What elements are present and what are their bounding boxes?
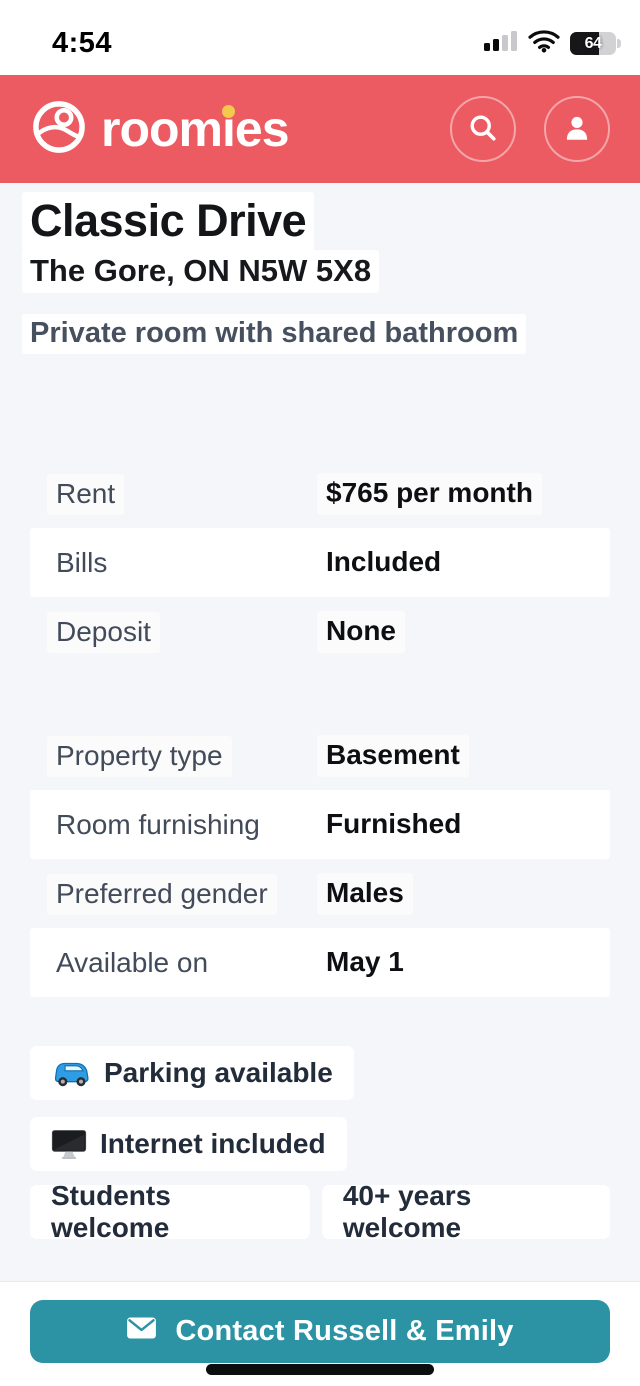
amenity-tag-age: 40+ years welcome xyxy=(321,1180,610,1243)
table-row: Bills Included xyxy=(30,528,610,597)
detail-value: Included xyxy=(317,541,451,584)
detail-value: None xyxy=(317,610,405,653)
detail-label: Room furnishing xyxy=(47,804,269,846)
detail-label: Bills xyxy=(47,542,117,584)
clock: 4:54 xyxy=(52,27,113,59)
listing-content: Classic Drive The Gore, ON N5W 5X8 Priva… xyxy=(0,192,640,1243)
app-header: roomies xyxy=(0,75,640,183)
envelope-icon xyxy=(126,1315,157,1348)
home-indicator[interactable] xyxy=(206,1364,434,1375)
roomies-logo-mark-icon xyxy=(30,98,88,161)
detail-value: $765 per month xyxy=(317,472,542,515)
amenity-label: Parking available xyxy=(104,1057,333,1088)
property-details-table: Property type Basement Room furnishing F… xyxy=(30,721,610,997)
roomies-logo[interactable]: roomies xyxy=(30,98,290,161)
cellular-signal-icon xyxy=(484,29,518,58)
status-icons: 64 xyxy=(484,29,621,58)
page-title: Classic Drive xyxy=(22,192,610,251)
monitor-icon xyxy=(51,1129,87,1160)
amenities-section: Parking available Internet included Stud… xyxy=(30,1046,610,1243)
detail-value: Furnished xyxy=(317,803,471,846)
table-row: Room furnishing Furnished xyxy=(30,790,610,859)
detail-value: May 1 xyxy=(317,941,413,984)
search-icon xyxy=(466,111,500,148)
search-button[interactable] xyxy=(450,96,516,162)
logo-dot xyxy=(222,105,235,118)
contact-button-label: Contact Russell & Emily xyxy=(175,1315,514,1347)
battery-icon: 64 xyxy=(570,32,621,55)
contact-button[interactable]: Contact Russell & Emily xyxy=(30,1300,610,1363)
detail-value: Basement xyxy=(317,734,469,777)
battery-nub xyxy=(617,39,621,48)
wifi-icon xyxy=(528,29,560,58)
detail-label: Property type xyxy=(47,735,232,777)
detail-label: Preferred gender xyxy=(47,873,277,915)
detail-label: Available on xyxy=(47,942,218,984)
detail-label: Deposit xyxy=(47,611,160,653)
roomies-wordmark: roomies xyxy=(101,101,290,157)
battery-percent: 64 xyxy=(584,34,602,52)
person-icon xyxy=(561,112,593,147)
amenity-label: Internet included xyxy=(100,1128,326,1159)
table-row: Available on May 1 xyxy=(30,928,610,997)
amenity-label: Students welcome xyxy=(51,1180,171,1243)
amenity-label: 40+ years welcome xyxy=(342,1180,472,1243)
table-row: Property type Basement xyxy=(30,721,610,790)
status-bar: 4:54 64 xyxy=(0,0,640,75)
table-row: Rent $765 per month xyxy=(30,459,610,528)
battery-fill xyxy=(570,32,599,55)
header-actions xyxy=(450,96,610,162)
table-row: Deposit None xyxy=(30,597,610,666)
detail-value: Males xyxy=(317,872,413,915)
amenity-tag-students: Students welcome xyxy=(30,1180,310,1243)
listing-location: The Gore, ON N5W 5X8 xyxy=(22,250,610,293)
listing-summary: Private room with shared bathroom xyxy=(22,314,610,354)
car-icon xyxy=(51,1058,91,1089)
detail-label: Rent xyxy=(47,473,125,515)
profile-button[interactable] xyxy=(544,96,610,162)
amenity-tag-internet: Internet included xyxy=(30,1117,347,1171)
pricing-details-table: Rent $765 per month Bills Included Depos… xyxy=(30,459,610,666)
table-row: Preferred gender Males xyxy=(30,859,610,928)
amenity-tag-parking: Parking available xyxy=(30,1046,354,1100)
